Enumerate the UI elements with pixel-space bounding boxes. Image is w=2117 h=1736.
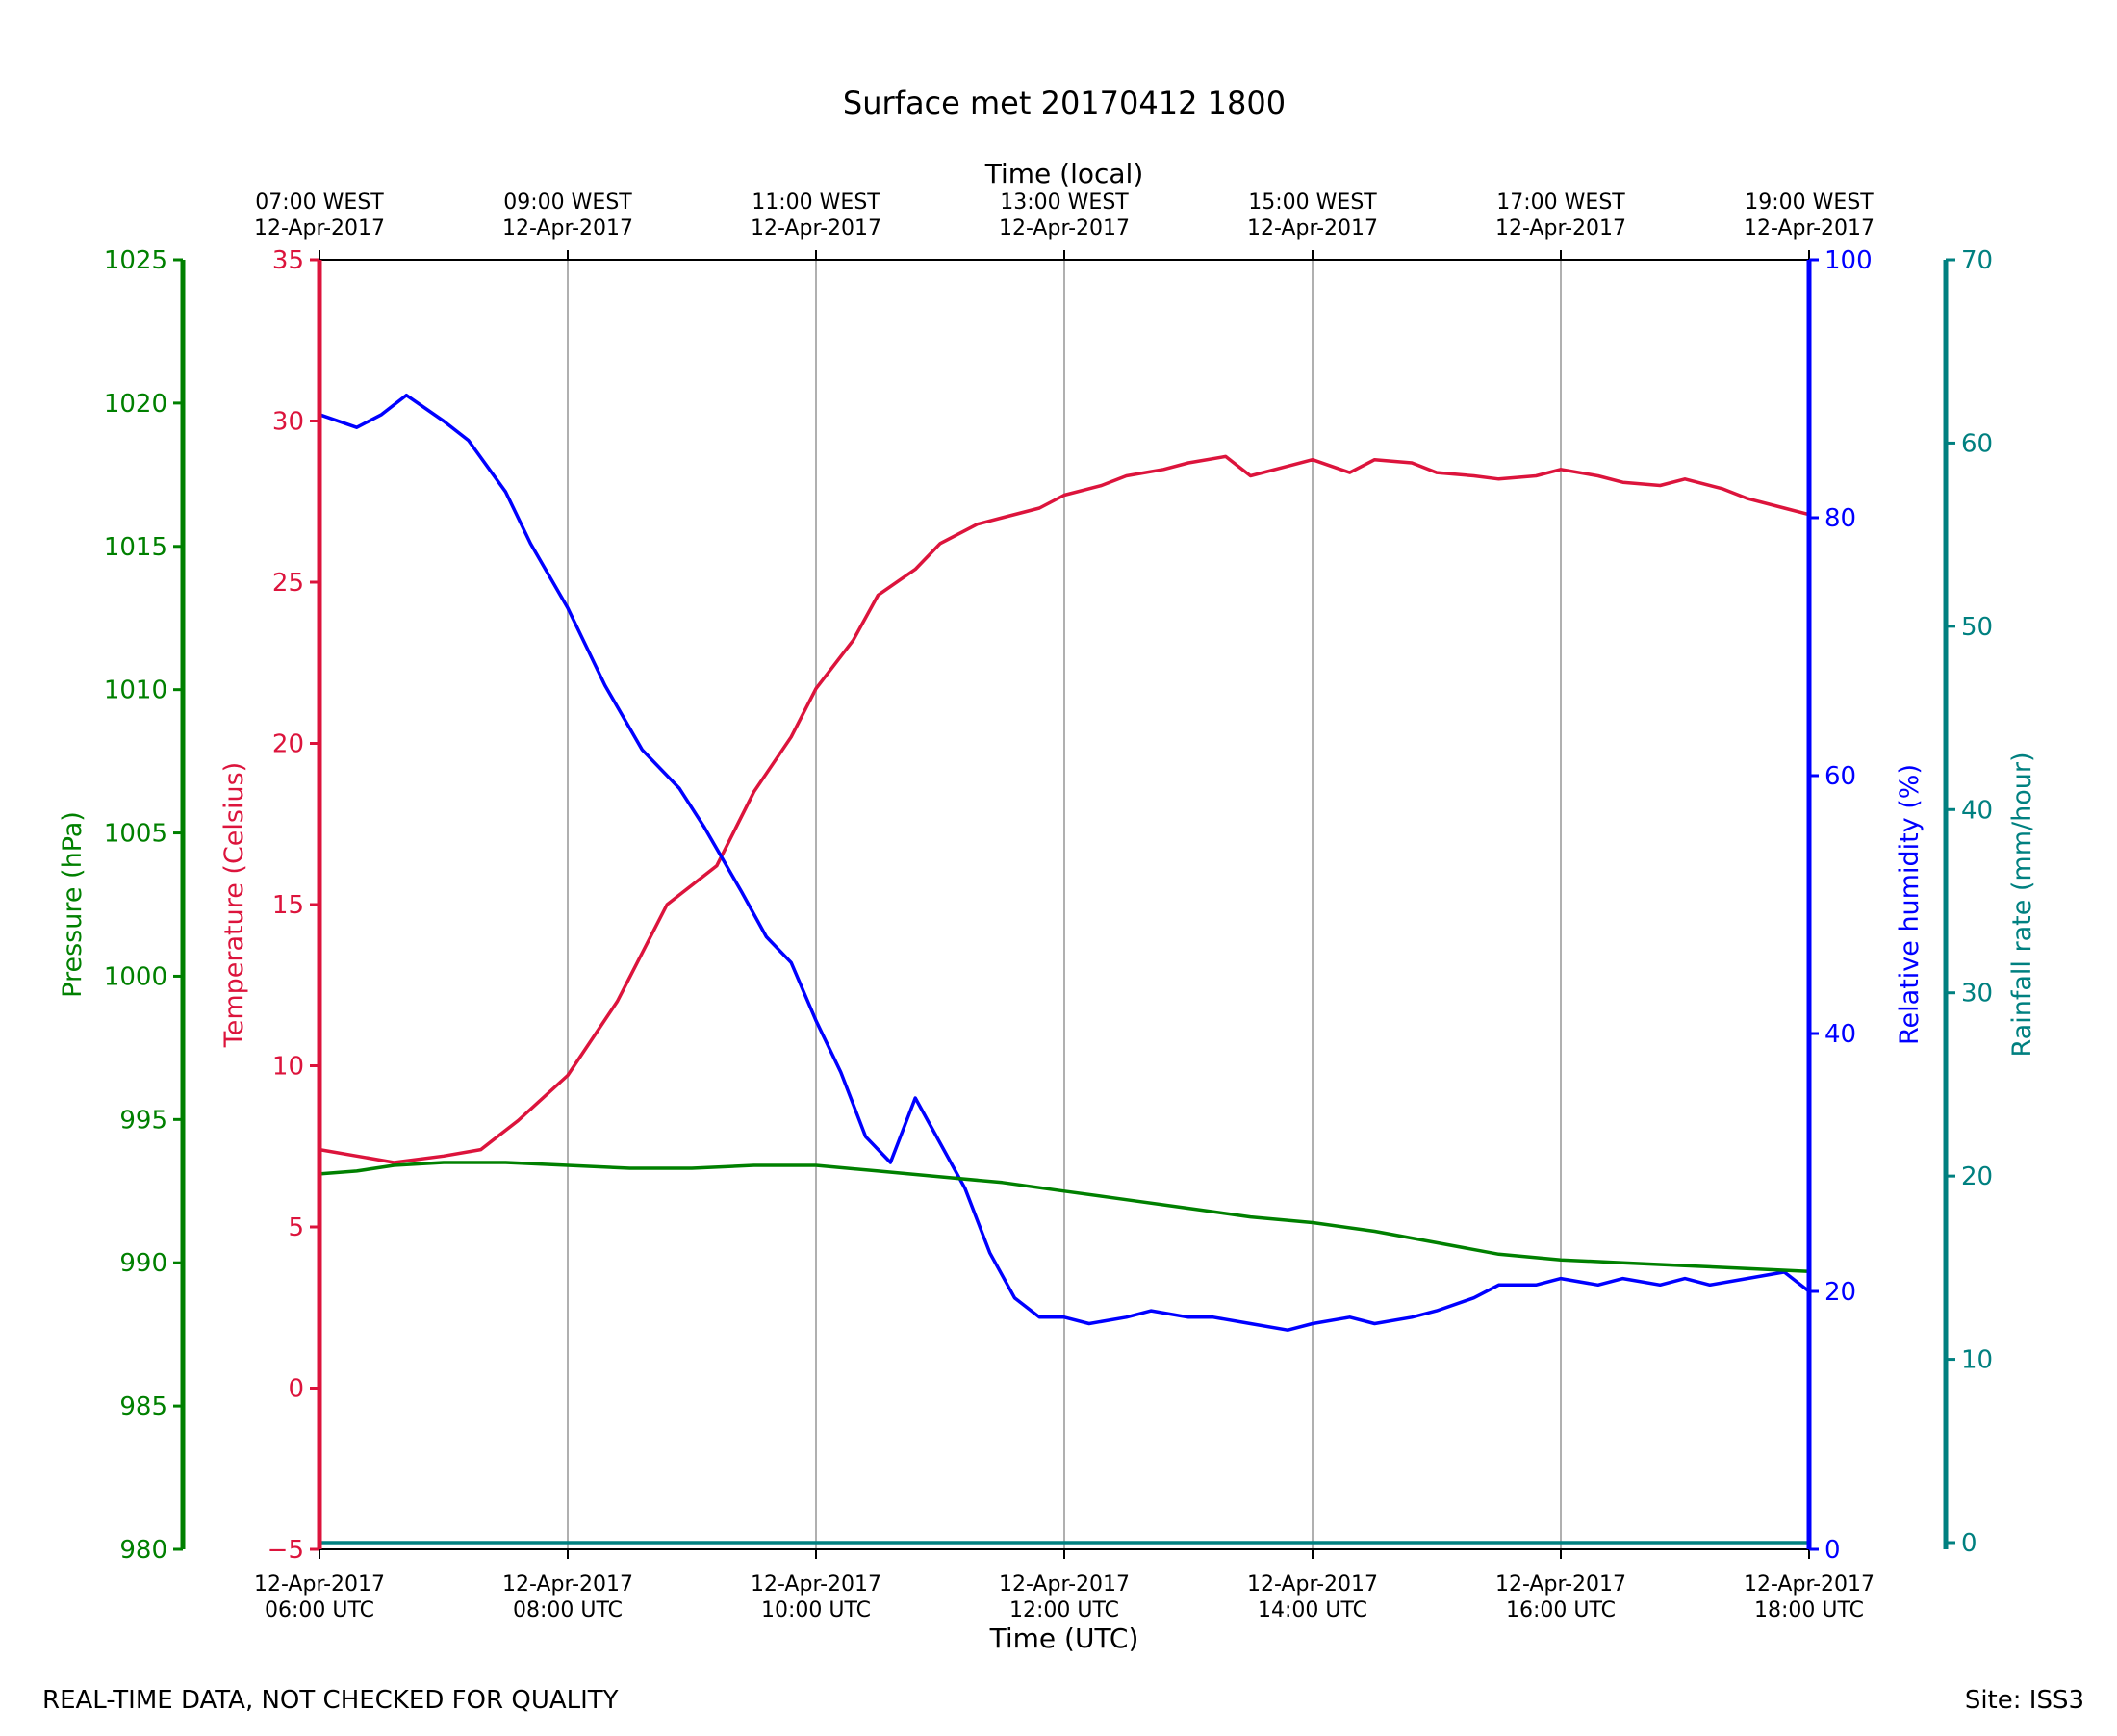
top-axis-label: Time (local) <box>984 158 1144 190</box>
temperature-tick-label: 15 <box>272 891 304 920</box>
x-tick-label-date: 12-Apr-2017 <box>1495 1572 1626 1596</box>
rainfall-tick-label: 50 <box>1961 613 1993 642</box>
top-tick-label-local: 19:00 WEST <box>1745 191 1874 215</box>
top-tick-label-date: 12-Apr-2017 <box>254 217 385 241</box>
x-tick-label-date: 12-Apr-2017 <box>502 1572 633 1596</box>
x-tick-label-date: 12-Apr-2017 <box>999 1572 1130 1596</box>
temperature-tick-label: 10 <box>272 1053 304 1082</box>
top-tick-label-date: 12-Apr-2017 <box>751 217 881 241</box>
humidity-tick-label: 60 <box>1824 762 1856 791</box>
temperature-tick-label: 35 <box>272 246 304 275</box>
humidity-tick-label: 40 <box>1824 1020 1856 1049</box>
top-tick-label-local: 15:00 WEST <box>1248 191 1377 215</box>
humidity-tick-label: 100 <box>1824 246 1873 275</box>
pressure-axis-label: Pressure (hPa) <box>58 811 88 998</box>
temperature-tick-label: 0 <box>288 1375 304 1404</box>
top-tick-label-date: 12-Apr-2017 <box>502 217 633 241</box>
pressure-tick-label: 990 <box>119 1249 167 1278</box>
quality-disclaimer: REAL-TIME DATA, NOT CHECKED FOR QUALITY <box>42 1686 619 1715</box>
rainfall-tick-label: 30 <box>1961 980 1993 1008</box>
site-label: Site: ISS3 <box>1964 1686 2084 1715</box>
temperature-tick-label: 30 <box>272 408 304 437</box>
temperature-tick-label: 5 <box>288 1213 304 1242</box>
rainfall-tick-label: 0 <box>1961 1529 1977 1558</box>
top-tick-label-date: 12-Apr-2017 <box>999 217 1130 241</box>
x-tick-label-utc: 10:00 UTC <box>761 1598 871 1622</box>
temperature-tick-label: 25 <box>272 569 304 598</box>
gridlines <box>567 260 1562 1549</box>
x-tick-label-utc: 06:00 UTC <box>265 1598 374 1622</box>
pressure-tick-label: 1025 <box>104 246 167 275</box>
series-pressure <box>319 1161 1810 1273</box>
rainfall-tick-label: 70 <box>1961 246 1993 275</box>
pressure-tick-label: 995 <box>119 1106 167 1135</box>
top-tick-label-local: 09:00 WEST <box>503 191 632 215</box>
rainfall-tick-label: 10 <box>1961 1346 1993 1375</box>
humidity-axis-label: Relative humidity (%) <box>1895 764 1925 1045</box>
top-tick-label-date: 12-Apr-2017 <box>1744 217 1875 241</box>
humidity-tick-label: 80 <box>1824 504 1856 533</box>
rainfall-tick-label: 20 <box>1961 1162 1993 1191</box>
bottom-axis-label: Time (UTC) <box>989 1622 1139 1654</box>
top-tick-label-local: 11:00 WEST <box>752 191 880 215</box>
pressure-tick-label: 1005 <box>104 820 167 849</box>
pressure-tick-label: 1000 <box>104 962 167 991</box>
pressure-tick-label: 980 <box>119 1536 167 1565</box>
temperature-axis-label: Temperature (Celsius) <box>219 762 249 1048</box>
top-tick-label-date: 12-Apr-2017 <box>1247 217 1378 241</box>
x-tick-label-date: 12-Apr-2017 <box>254 1572 385 1596</box>
data-series <box>319 393 1811 1545</box>
rainfall-tick-label: 40 <box>1961 796 1993 825</box>
pressure-tick-label: 1015 <box>104 533 167 562</box>
humidity-tick-label: 20 <box>1824 1278 1856 1307</box>
humidity-tick-label: 0 <box>1824 1536 1841 1565</box>
top-tick-label-local: 17:00 WEST <box>1496 191 1625 215</box>
x-tick-label-utc: 16:00 UTC <box>1506 1598 1616 1622</box>
top-tick-label-local: 13:00 WEST <box>1000 191 1129 215</box>
x-tick-label-date: 12-Apr-2017 <box>751 1572 881 1596</box>
rainfall-tick-label: 60 <box>1961 429 1993 458</box>
x-tick-label-date: 12-Apr-2017 <box>1247 1572 1378 1596</box>
pressure-tick-label: 985 <box>119 1392 167 1421</box>
temperature-tick-label: 20 <box>272 730 304 759</box>
chart-title: Surface met 20170412 1800 <box>843 85 1286 121</box>
x-tick-label-utc: 12:00 UTC <box>1009 1598 1119 1622</box>
x-tick-label-utc: 08:00 UTC <box>513 1598 623 1622</box>
series-relative-humidity <box>319 393 1811 1332</box>
rainfall-axis-label: Rainfall rate (mm/hour) <box>2007 753 2037 1058</box>
x-tick-label-utc: 18:00 UTC <box>1754 1598 1864 1622</box>
pressure-tick-label: 1010 <box>104 677 167 705</box>
top-tick-label-local: 07:00 WEST <box>255 191 384 215</box>
series-temperature <box>319 454 1810 1164</box>
temperature-tick-label: −5 <box>268 1536 304 1565</box>
x-tick-label-date: 12-Apr-2017 <box>1744 1572 1875 1596</box>
top-tick-label-date: 12-Apr-2017 <box>1495 217 1626 241</box>
x-tick-label-utc: 14:00 UTC <box>1258 1598 1367 1622</box>
pressure-tick-label: 1020 <box>104 390 167 419</box>
